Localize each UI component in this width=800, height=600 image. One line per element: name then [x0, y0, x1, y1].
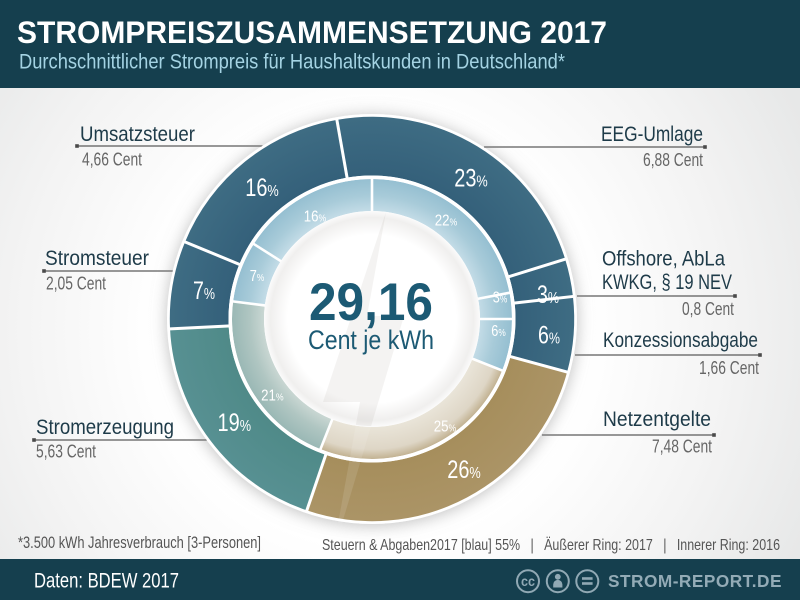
- svg-text:29,16: 29,16: [309, 273, 433, 332]
- svg-text:Durchschnittlicher Strompreis: Durchschnittlicher Strompreis für Hausha…: [19, 51, 565, 74]
- svg-text:Stromerzeugung: Stromerzeugung: [36, 416, 174, 439]
- svg-text:EEG-Umlage: EEG-Umlage: [601, 123, 703, 146]
- svg-text:Daten: BDEW 2017: Daten: BDEW 2017: [34, 569, 179, 593]
- svg-text:16%: 16%: [304, 209, 327, 226]
- svg-text:Stromsteuer: Stromsteuer: [45, 247, 149, 270]
- svg-text:5,63 Cent: 5,63 Cent: [36, 441, 96, 462]
- svg-text:2,05 Cent: 2,05 Cent: [46, 273, 106, 294]
- svg-text:Steuern & Abgaben2017 [blau] 5: Steuern & Abgaben2017 [blau] 55% | Äußer…: [322, 536, 780, 554]
- svg-text:STROMPREISZUSAMMENSETZUNG 2017: STROMPREISZUSAMMENSETZUNG 2017: [17, 14, 607, 50]
- svg-text:Cent je kWh: Cent je kWh: [308, 325, 434, 355]
- svg-text:Netzentgelte: Netzentgelte: [603, 408, 711, 431]
- svg-text:*3.500 kWh Jahresverbrauch [3-: *3.500 kWh Jahresverbrauch [3-Personen]: [18, 533, 261, 552]
- svg-text:7,48 Cent: 7,48 Cent: [652, 436, 712, 457]
- svg-text:1,66 Cent: 1,66 Cent: [699, 357, 759, 378]
- svg-text:3%: 3%: [493, 290, 508, 307]
- svg-text:Offshore, AbLa: Offshore, AbLa: [602, 248, 725, 271]
- svg-text:21%: 21%: [261, 388, 284, 405]
- svg-text:22%: 22%: [435, 213, 458, 230]
- svg-text:7%: 7%: [250, 268, 265, 285]
- svg-text:6,88 Cent: 6,88 Cent: [643, 149, 703, 170]
- svg-text:25%: 25%: [434, 419, 457, 436]
- svg-text:6%: 6%: [491, 323, 506, 340]
- svg-text:STROM-REPORT.DE: STROM-REPORT.DE: [608, 571, 782, 591]
- svg-text:0,8 Cent: 0,8 Cent: [682, 298, 734, 319]
- svg-text:Konzessionsabgabe: Konzessionsabgabe: [603, 329, 758, 352]
- svg-text:cc: cc: [521, 574, 535, 589]
- svg-text:4,66 Cent: 4,66 Cent: [82, 149, 142, 170]
- svg-text:Umsatzsteuer: Umsatzsteuer: [80, 123, 195, 146]
- svg-text:KWKG, § 19 NEV: KWKG, § 19 NEV: [602, 271, 732, 294]
